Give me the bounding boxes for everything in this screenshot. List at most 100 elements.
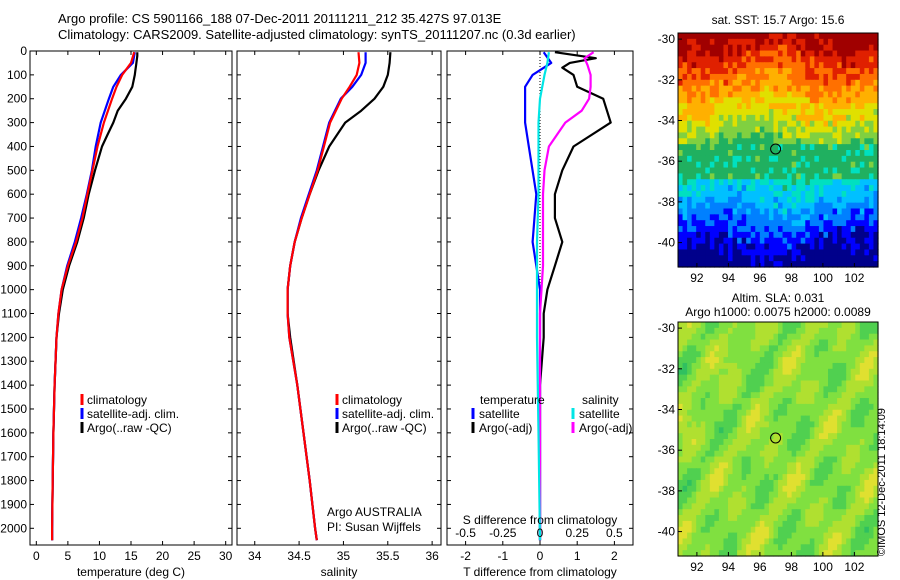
sst-map-cell [796,261,802,268]
sla-map-cell [859,345,865,352]
sla-map-cell [782,368,788,376]
sla-map-cell [782,427,788,434]
sla-map-cell [682,351,688,358]
sla-map-cell [846,468,852,475]
sla-map-cell [691,409,697,417]
sla-map-cell [782,468,788,475]
sla-map-cell [755,468,761,475]
sst-map-cell [728,249,734,256]
sst-map-cell [750,155,756,163]
sst-map-cell [809,243,815,251]
sst-map-cell [828,243,834,251]
sst-map-cell [859,255,865,262]
sst-map-cell [837,155,843,163]
sst-map-cell [873,185,879,192]
sla-map-cell [796,368,802,376]
sla-map-cell [737,479,743,487]
sla-map-cell [755,427,761,434]
sla-map-cell [759,415,765,423]
sst-map-cell [868,33,875,40]
sst-map-cell [764,196,770,204]
sst-map-cell [791,62,797,69]
sst-map-cell [759,73,765,81]
sst-map-cell [864,33,870,40]
sla-map-cell [764,333,770,341]
sst-map-cell [755,190,761,198]
sla-map-cell [828,479,834,487]
sst-map-cell [773,231,779,239]
sla-map-cell [691,374,697,382]
sst-map-cell [873,202,879,210]
sst-map-cell [705,73,711,81]
sla-map-cell [818,368,825,376]
sst-map-cell [696,237,702,245]
sla-map-cell [682,433,688,440]
sst-map-cell [759,103,765,110]
sst-map-cell [746,44,752,52]
sla-map-cell [723,322,729,329]
sst-map-cell [818,226,825,233]
sla-map-cell [687,544,693,551]
sla-map-cell [709,427,715,434]
sst-map-cell [759,179,765,186]
sst-map-cell [782,138,788,145]
sst-map-cell [841,33,847,40]
sst-map-cell [841,196,847,204]
sla-map-cell [678,497,684,504]
sla-map-cell [814,427,820,434]
depth-tick-label: 300 [7,116,27,130]
sla-map-cell [768,374,775,382]
sst-map-cell [818,185,825,192]
salinity-legend-label: Argo(..raw -QC) [342,421,427,435]
sst-map-cell [873,261,879,268]
sst-map-cell [778,173,784,180]
sla-map-cell [809,439,815,446]
sst-map-cell [864,161,870,169]
sst-map-cell [682,243,688,251]
sst-map-cell [873,79,879,87]
sla-map-cell [800,362,806,370]
sst-map-cell [850,62,856,69]
sst-map-cell [691,231,697,239]
sst-map-cell [855,33,861,40]
sst-map-cell [746,103,752,110]
sla-map-cell [741,357,747,364]
sla-map-cell [850,550,856,557]
sst-map-cell [800,196,806,204]
depth-tick-label: 1800 [0,474,27,488]
sla-map-cell [818,474,825,481]
sla-map-cell [814,503,820,510]
sst-map-cell [737,208,743,215]
sst-map-cell [691,38,697,46]
sla-map-cell [800,421,806,428]
sst-map-cell [787,114,793,122]
sla-map-cell [796,398,802,405]
sla-map-cell [755,497,761,504]
sla-map-cell [841,380,847,387]
sla-map-cell [682,462,688,469]
sla-map-cell [682,368,688,376]
sla-map-cell [687,362,693,370]
sla-map-cell [846,544,852,551]
sla-map-cell [791,403,797,411]
sst-map-cell [691,261,697,268]
sla-map-cell [823,362,829,370]
sla-map-cell [832,351,838,358]
sst-map-cell [732,132,738,139]
sst-map-cell [737,120,743,128]
sst-map-cell [764,85,770,93]
sla-map-cell [682,544,688,551]
sst-map-cell [755,249,761,256]
sst-map-cell [855,237,861,245]
sst-map-cell [696,179,702,186]
sla-map-cell [705,485,711,493]
sst-map-cell [864,126,870,134]
sla-map-cell [787,392,793,399]
sla-map-cell [678,526,684,534]
sla-map-cell [691,474,697,481]
sla-map-cell [864,345,870,352]
sla-map-cell [809,503,815,510]
sst-map-cell [732,208,738,215]
sla-map-cell [682,403,688,411]
sla-map-cell [823,333,829,341]
